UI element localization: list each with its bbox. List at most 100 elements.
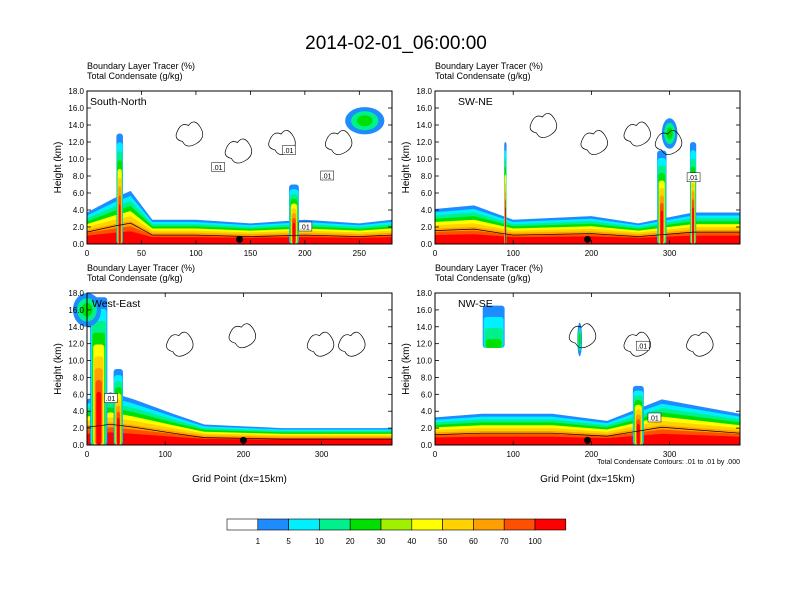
field-label: Boundary Layer Tracer (%) [87, 61, 195, 71]
plot-frame [86, 292, 393, 446]
tracer-plume [292, 222, 296, 244]
y-tick-label: 18.0 [416, 87, 432, 96]
x-tick-label: 100 [189, 249, 203, 258]
field-label: Total Condensate (g/kg) [435, 273, 531, 283]
y-tick-label: 2.0 [73, 223, 85, 232]
condensate-contour [175, 121, 204, 147]
section-annotation: NW-SE [458, 298, 493, 310]
y-tick-label: 4.0 [421, 206, 433, 215]
y-tick-label: 8.0 [73, 172, 85, 181]
tracer-band [87, 231, 392, 244]
x-tick-label: 200 [585, 450, 599, 459]
colorbar: 1 5 10 20 30 40 50 60 70 100 [226, 518, 567, 546]
colorbar-tick: 1 [256, 537, 261, 546]
location-marker [584, 436, 591, 444]
x-axis-label: Grid Point (dx=15km) [540, 474, 635, 485]
y-tick-label: 14.0 [68, 121, 84, 130]
colorbar-swatch [411, 518, 443, 531]
colorbar-swatch [534, 518, 567, 531]
colorbar-swatch [349, 518, 382, 531]
y-tick-label: 12.0 [416, 138, 432, 147]
y-tick-label: 6.0 [73, 189, 85, 198]
contour-label-box [320, 170, 334, 181]
y-tick-label: 12.0 [416, 340, 432, 349]
colorbar-swatch [257, 518, 289, 531]
contour-label: .01 [322, 174, 332, 181]
tracer-plume [505, 207, 507, 244]
condensate-contour [228, 323, 257, 349]
tracer-plume [118, 204, 121, 244]
tracer-blob [666, 127, 673, 140]
y-tick-label: 16.0 [416, 104, 432, 113]
condensate-contour [654, 130, 683, 155]
colorbar-tick: 70 [500, 537, 509, 546]
tracer-plume [636, 423, 640, 445]
section-annotation: SW-NE [458, 96, 493, 108]
x-tick-label: 300 [315, 450, 329, 459]
field-label: Total Condensate (g/kg) [87, 71, 183, 81]
condensate-contour [568, 323, 597, 349]
field-label: Boundary Layer Tracer (%) [435, 263, 543, 273]
y-tick-label: 0.0 [73, 441, 85, 450]
x-tick-label: 100 [159, 450, 173, 459]
x-tick-label: 0 [433, 450, 438, 459]
contour-note: Total Condensate Contours: .01 to .01 by… [597, 459, 740, 466]
colorbar-swatch [380, 518, 413, 531]
y-tick-label: 18.0 [416, 289, 432, 298]
y-tick-label: 4.0 [421, 407, 433, 416]
tracer-band [87, 432, 392, 445]
condensate-contour [166, 331, 194, 357]
main-title: 2014-02-01_06:00:00 [305, 33, 487, 54]
y-tick-label: 16.0 [416, 306, 432, 315]
field-label: Boundary Layer Tracer (%) [87, 263, 195, 273]
condensate-contour [623, 331, 651, 357]
section-annotation: South-North [90, 96, 147, 108]
section-annotation: West-East [92, 298, 140, 310]
contour-label: .01 [213, 165, 223, 172]
panel-4: .01 .01 0.0 2.0 4.0 6.0 8.0 10.0 12.0 14.0 16.0 18.… [401, 263, 741, 485]
tracer-plume [96, 391, 102, 445]
x-tick-label: 0 [85, 249, 90, 258]
location-marker [236, 235, 243, 243]
y-tick-label: 6.0 [73, 390, 85, 399]
y-tick-label: 18.0 [68, 87, 84, 96]
y-tick-label: 14.0 [416, 323, 432, 332]
y-tick-label: 0.0 [73, 240, 85, 249]
contour-label-box [635, 340, 650, 351]
contour-label: .01 [300, 225, 310, 232]
y-tick-label: 8.0 [73, 373, 85, 382]
condensate-contour [434, 228, 740, 237]
condensate-contour [86, 222, 393, 237]
condensate-contour [686, 331, 714, 357]
x-tick-label: 200 [585, 249, 599, 258]
field-label: Boundary Layer Tracer (%) [435, 61, 543, 71]
condensate-contour [529, 113, 558, 138]
contour-label-box [104, 393, 118, 403]
x-tick-label: 200 [298, 249, 312, 258]
colorbar-tick: 30 [377, 537, 386, 546]
plot-frame [434, 292, 741, 446]
tracer-plume [660, 210, 664, 244]
condensate-contour [623, 121, 651, 147]
colorbar-tick: 20 [346, 537, 355, 546]
colorbar-tick: 50 [438, 537, 447, 546]
y-tick-label: 16.0 [68, 104, 84, 113]
tracer-blob [356, 115, 373, 127]
y-tick-label: 10.0 [416, 155, 432, 164]
tracer-blob [578, 332, 581, 347]
y-tick-label: 14.0 [416, 121, 432, 130]
condensate-contour [434, 426, 741, 437]
contour-label-box [282, 145, 296, 155]
condensate-contour [338, 331, 366, 357]
plot-frame [434, 90, 741, 245]
colorbar-tick: 60 [469, 537, 478, 546]
colorbar-swatch [442, 518, 474, 531]
panel-2: .01 0.0 2.0 4.0 6.0 8.0 10.0 12.0 14.0 16.0 18.0 0 1… [401, 61, 741, 258]
y-tick-label: 2.0 [73, 424, 85, 433]
x-tick-label: 100 [507, 450, 521, 459]
colorbar-swatch [503, 518, 536, 531]
contour-label-box [298, 221, 313, 232]
x-tick-label: 0 [433, 249, 438, 258]
y-axis-label: Height (km) [401, 343, 412, 395]
condensate-contour [86, 423, 392, 440]
